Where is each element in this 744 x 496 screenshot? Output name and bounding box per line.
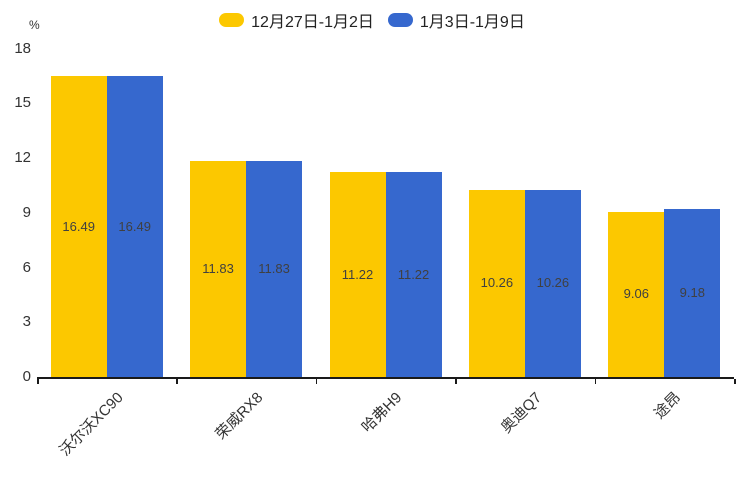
x-axis-category-label: 哈弗H9 <box>358 389 406 436</box>
x-axis-tick <box>455 378 457 384</box>
legend-swatch-icon <box>219 13 245 27</box>
bar-series-0-荣威RX8 <box>190 161 247 377</box>
legend: 12月27日-1月2日 1月3日-1月9日 <box>0 8 744 32</box>
bar-series-0-哈弗H9 <box>329 172 386 377</box>
x-axis-category-label: 奥迪Q7 <box>497 389 546 437</box>
bar-series-1-途昂 <box>664 209 721 377</box>
y-axis-tick-label: 12 <box>14 149 31 166</box>
bar-series-1-奥迪Q7 <box>524 189 581 377</box>
bar-value-label: 11.22 <box>341 266 374 282</box>
x-axis-category-label: 沃尔沃XC90 <box>56 389 127 460</box>
x-axis-tick <box>734 378 736 384</box>
y-axis-tick-label: 15 <box>14 94 31 112</box>
bar-value-label: 16.49 <box>118 218 151 234</box>
x-axis-category-label: 途昂 <box>651 389 685 423</box>
bar-value-label: 10.26 <box>480 275 514 291</box>
y-axis-tick-label: 18 <box>14 39 31 57</box>
bar-value-label: 10.26 <box>536 275 570 291</box>
x-axis-line <box>37 377 734 379</box>
bar-value-label: 9.06 <box>623 286 649 302</box>
x-axis-tick <box>37 378 39 384</box>
x-axis-category-label: 荣威RX8 <box>212 389 267 443</box>
y-axis-tick-label: 6 <box>22 258 31 276</box>
y-axis-tick-label: 9 <box>22 203 31 221</box>
bar-value-label: 11.83 <box>202 261 234 277</box>
y-axis-unit: % <box>29 18 40 32</box>
bar-series-0-沃尔沃XC90 <box>50 76 107 377</box>
bar-series-0-途昂 <box>608 211 665 377</box>
legend-label: 1月3日-1月9日 <box>419 14 525 31</box>
bar-series-0-奥迪Q7 <box>468 189 525 377</box>
y-axis-tick-label: 0 <box>22 368 31 385</box>
legend-label: 12月27日-1月2日 <box>251 14 374 31</box>
legend-item-series-0[interactable]: 12月27日-1月2日 <box>219 8 374 32</box>
bar-series-1-哈弗H9 <box>385 172 442 377</box>
y-axis-tick-label: 3 <box>22 313 31 331</box>
bar-value-label: 9.18 <box>679 285 705 301</box>
bar-value-label: 16.49 <box>62 218 95 234</box>
bar-value-label: 11.83 <box>258 261 290 277</box>
bar-series-1-荣威RX8 <box>246 161 303 377</box>
x-axis-tick <box>594 378 597 384</box>
x-axis-tick <box>315 378 318 384</box>
x-axis-tick <box>176 378 178 384</box>
legend-swatch-icon <box>387 13 413 27</box>
bar-value-label: 11.22 <box>397 266 430 282</box>
bar-series-1-沃尔沃XC90 <box>106 76 163 377</box>
legend-item-series-1[interactable]: 1月3日-1月9日 <box>387 8 525 32</box>
